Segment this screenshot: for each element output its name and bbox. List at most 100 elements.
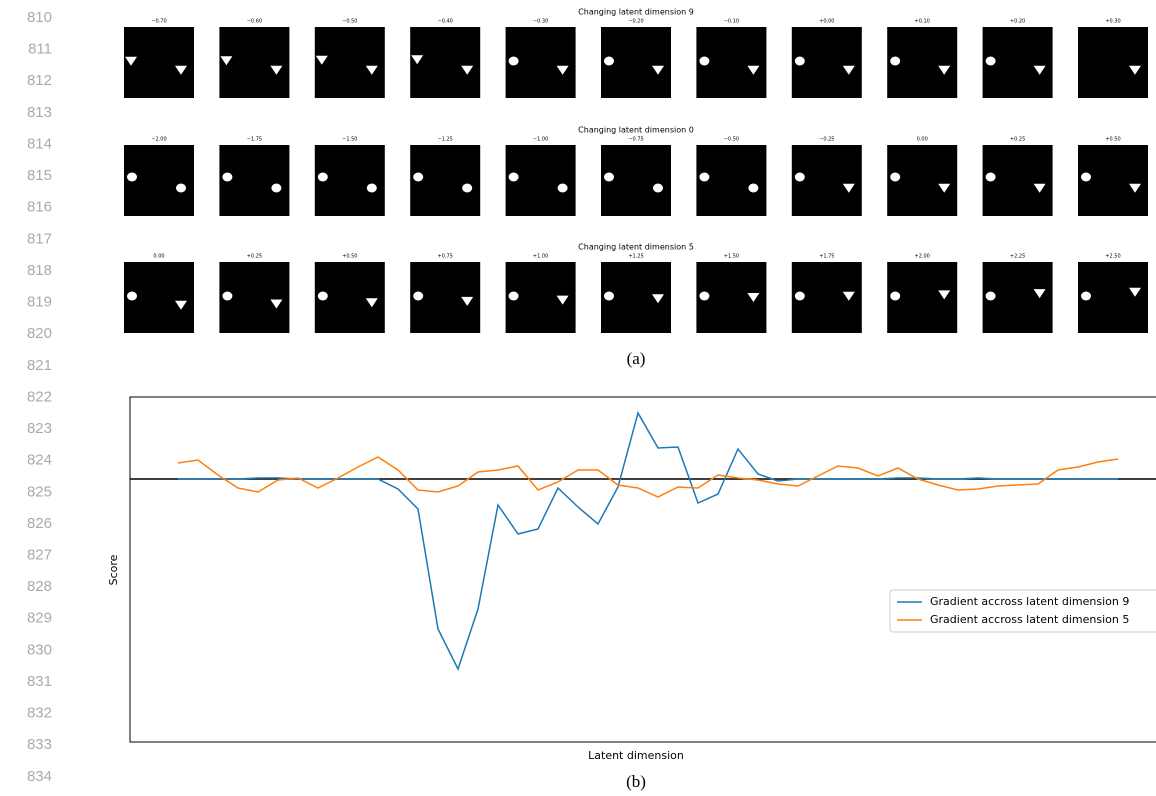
legend-label: Gradient accross latent dimension 9 [930, 595, 1129, 608]
line-number: 826 [27, 515, 52, 532]
line-number: 812 [27, 72, 52, 89]
shape [699, 57, 709, 66]
shape [748, 184, 758, 193]
shape [1081, 173, 1091, 182]
page-canvas: (a) (b) Latent dimension Score 810 811 812… [0, 0, 1156, 796]
shape [271, 184, 281, 193]
shape [604, 57, 614, 66]
line-number: 833 [27, 736, 52, 753]
line-number: 813 [27, 104, 52, 121]
line-number: 832 [27, 705, 52, 722]
image-label: +0.25 [247, 254, 262, 260]
line-number: 822 [27, 388, 52, 405]
legend-label: Gradient accross latent dimension 5 [930, 613, 1129, 626]
shape [986, 173, 996, 182]
line-number: 823 [27, 420, 52, 437]
shape [413, 173, 423, 182]
caption-b: (b) [626, 772, 646, 791]
image-label: −1.25 [438, 137, 453, 143]
row-title: Changing latent dimension 0 [578, 126, 694, 135]
shape [222, 292, 232, 301]
image-label: +1.25 [628, 254, 643, 260]
image-label: −1.50 [342, 137, 357, 143]
shape [890, 292, 900, 301]
line-number: 830 [27, 641, 52, 658]
line-number: 810 [27, 9, 52, 26]
image-label: −0.30 [533, 19, 548, 25]
shape [890, 57, 900, 66]
shape [604, 292, 614, 301]
line-number: 817 [27, 230, 52, 247]
image-label: +1.50 [724, 254, 739, 260]
image-label: −0.25 [819, 137, 834, 143]
plot-frame [130, 397, 1156, 742]
image-label: −0.20 [628, 19, 643, 25]
image-label: +2.00 [915, 254, 930, 260]
image-label: −0.70 [151, 19, 166, 25]
image-label: −0.50 [342, 19, 357, 25]
shape [986, 292, 996, 301]
line-number: 818 [27, 262, 52, 279]
image-label: +1.00 [533, 254, 548, 260]
shape [462, 184, 472, 193]
image-label: −0.75 [628, 137, 643, 143]
image-label: +0.10 [915, 19, 930, 25]
image-label: 0.00 [153, 254, 164, 260]
shape [795, 57, 805, 66]
image-label: +0.25 [1010, 137, 1025, 143]
shape [318, 173, 328, 182]
shape [127, 292, 137, 301]
image-label: +0.20 [1010, 19, 1025, 25]
image-label: +0.30 [1105, 19, 1120, 25]
image-tile [315, 27, 385, 98]
image-label: +2.50 [1105, 254, 1120, 260]
image-label: +0.50 [1105, 137, 1120, 143]
image-label: −0.10 [724, 19, 739, 25]
image-label: −1.75 [247, 137, 262, 143]
image-label: −0.60 [247, 19, 262, 25]
page: (a) (b) Latent dimension Score 810 811 812… [0, 0, 1156, 796]
shape [413, 292, 423, 301]
image-label: +0.00 [819, 19, 834, 25]
y-axis-label: Score [107, 554, 120, 585]
shape [509, 57, 519, 66]
image-label: −1.00 [533, 137, 548, 143]
image-label: −2.00 [151, 137, 166, 143]
shape [699, 173, 709, 182]
line-number: 829 [27, 610, 52, 627]
image-label: +0.75 [438, 254, 453, 260]
shape [795, 292, 805, 301]
shape [367, 184, 377, 193]
line-number: 815 [27, 167, 52, 184]
shape [558, 184, 568, 193]
line-number: 819 [27, 294, 52, 311]
series-line [178, 457, 1118, 497]
caption-a: (a) [627, 349, 646, 368]
image-label: +2.25 [1010, 254, 1025, 260]
image-tile [124, 27, 194, 98]
shape [127, 173, 137, 182]
image-tile [1078, 27, 1148, 98]
shape [986, 57, 996, 66]
shape [795, 173, 805, 182]
shape [222, 173, 232, 182]
shape [176, 184, 186, 193]
shape [653, 184, 663, 193]
x-axis-label: Latent dimension [588, 749, 684, 762]
row-title: Changing latent dimension 5 [578, 243, 694, 252]
image-label: 0.00 [917, 137, 928, 143]
image-tile [410, 27, 480, 98]
line-number: 824 [27, 452, 52, 469]
shape [509, 173, 519, 182]
shape [509, 292, 519, 301]
shape [1081, 292, 1091, 301]
line-number: 820 [27, 325, 52, 342]
row-title: Changing latent dimension 9 [578, 8, 694, 17]
line-number: 814 [27, 135, 52, 152]
image-label: +0.50 [342, 254, 357, 260]
line-number: 811 [28, 41, 52, 58]
image-label: −0.40 [438, 19, 453, 25]
line-number: 828 [27, 578, 52, 595]
image-label: +1.75 [819, 254, 834, 260]
line-number: 831 [27, 673, 52, 690]
